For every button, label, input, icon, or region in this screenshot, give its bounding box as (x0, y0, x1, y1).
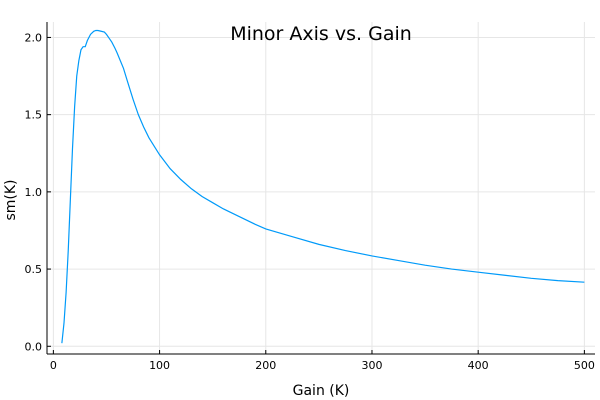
x-tick-label: 500 (574, 359, 595, 372)
x-tick-label: 100 (149, 359, 170, 372)
y-tick-label: 1.0 (25, 186, 43, 199)
chart-title: Minor Axis vs. Gain (230, 23, 412, 45)
ticks: 0 100 200 300 400 500 0.0 0.5 1.0 1.5 2.0 (25, 31, 595, 372)
x-tick-label: 200 (255, 359, 276, 372)
series-line (61, 29, 585, 344)
y-tick-label: 0.5 (25, 263, 43, 276)
x-tick-label: 300 (361, 359, 382, 372)
x-axis-label: Gain (K) (293, 383, 350, 399)
x-tick-label: 0 (50, 359, 57, 372)
y-tick-label: 1.5 (25, 109, 43, 122)
y-tick-label: 0.0 (25, 340, 43, 353)
grid (47, 22, 595, 354)
y-axis-label: sm(K) (3, 179, 19, 220)
series-layer (61, 29, 585, 344)
y-tick-label: 2.0 (25, 31, 43, 44)
x-tick-label: 400 (468, 359, 489, 372)
